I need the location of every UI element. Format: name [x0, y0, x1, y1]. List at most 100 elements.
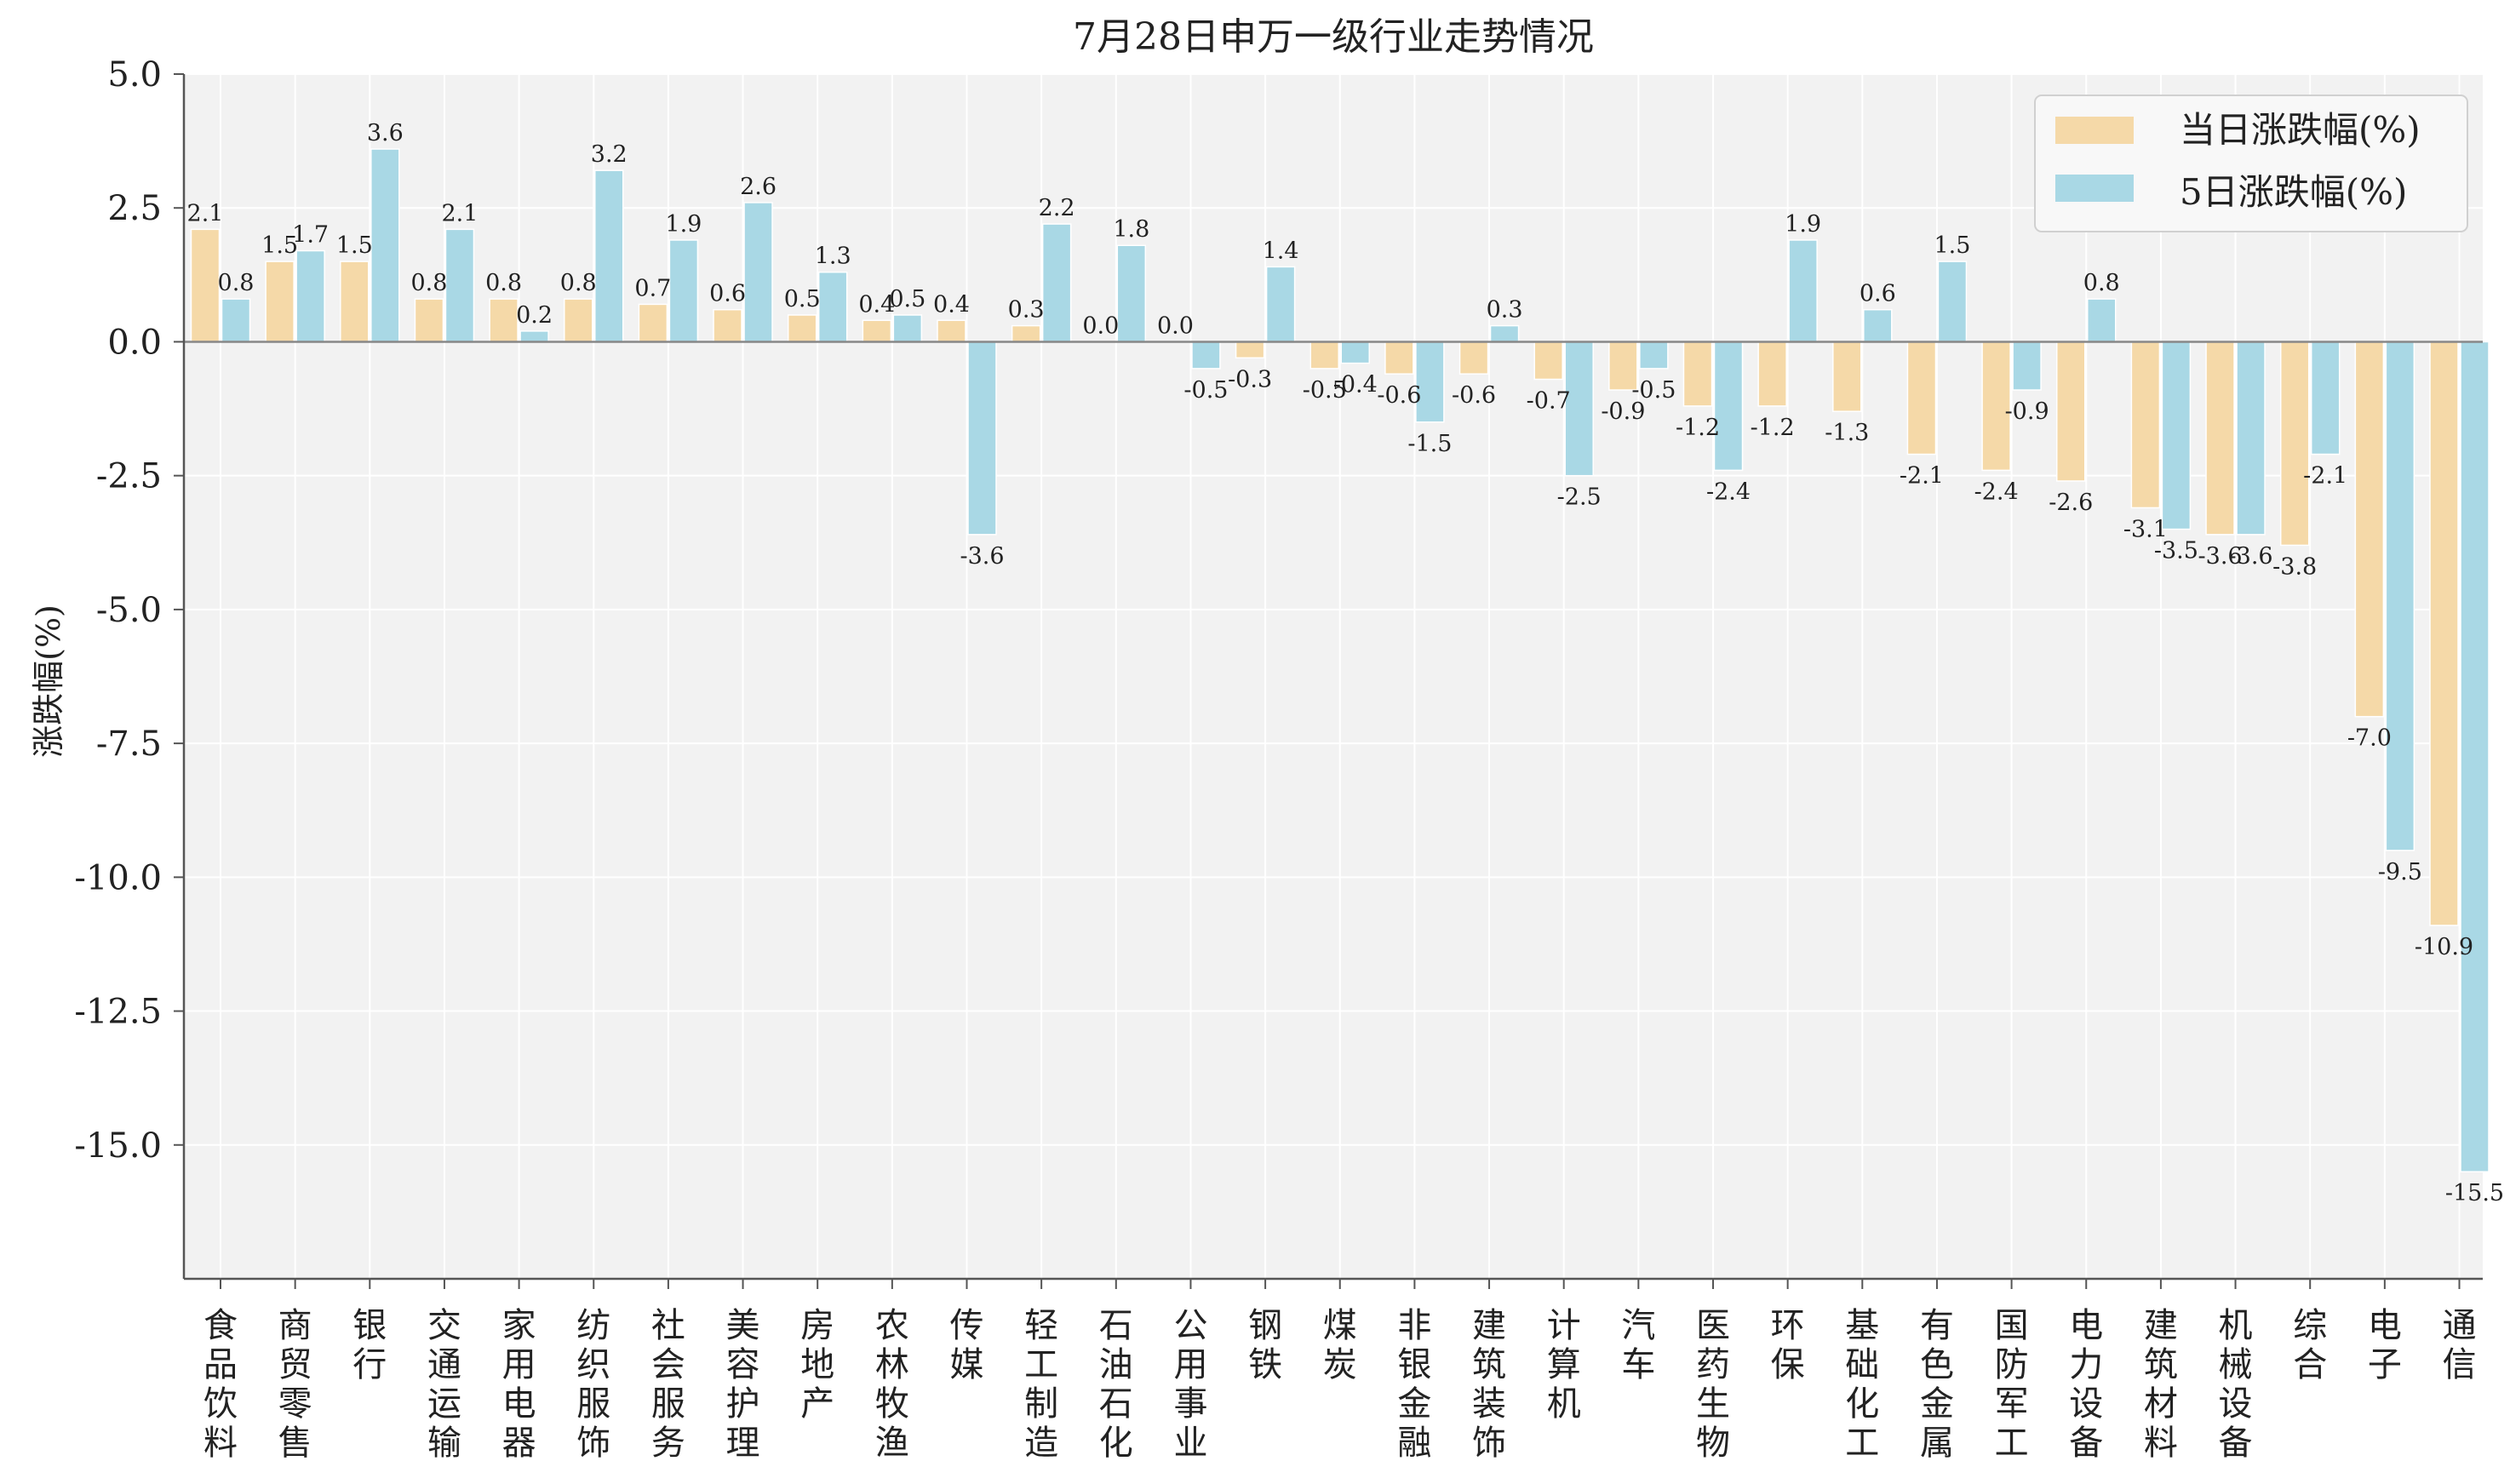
y-tick-label: -12.5 — [74, 993, 162, 1032]
bar-daily — [713, 308, 742, 343]
bar-daily — [1533, 341, 1563, 381]
data-label-five-day: 3.6 — [367, 120, 404, 146]
legend-swatch-daily — [2055, 117, 2134, 144]
data-label-daily: -7.0 — [2347, 725, 2392, 752]
x-tick-label: 料 — [2144, 1424, 2178, 1463]
x-tick-label: 牧 — [875, 1384, 909, 1424]
data-label-five-day: 1.3 — [815, 244, 851, 270]
x-tick-label: 房 — [800, 1306, 834, 1345]
x-tick-label: 服 — [576, 1384, 610, 1424]
x-tick-label: 纺 — [576, 1306, 610, 1345]
y-tick-label: 5.0 — [107, 55, 162, 95]
bars — [190, 148, 2490, 1172]
bar-five-day — [892, 314, 923, 343]
bar-five-day — [1489, 324, 1520, 343]
x-tick-label: 石 — [1099, 1306, 1133, 1345]
y-tick-label: -2.5 — [96, 457, 162, 496]
x-tick-label: 电 — [2368, 1306, 2402, 1345]
x-tick-label: 子 — [2368, 1345, 2402, 1384]
x-tick-label: 工 — [1024, 1345, 1058, 1384]
x-tick-label: 金 — [1397, 1384, 1431, 1424]
data-label-five-day: 2.6 — [740, 174, 776, 200]
bar-five-day — [1265, 266, 1296, 343]
bar-five-day — [2310, 341, 2341, 456]
x-tick-label: 售 — [278, 1424, 312, 1463]
data-label-daily: -0.3 — [1228, 366, 1272, 392]
plot-background — [184, 74, 2483, 1279]
bar-five-day — [1863, 308, 1893, 343]
bar-five-day — [1340, 341, 1370, 364]
x-tick-label: 械 — [2219, 1345, 2253, 1384]
data-label-five-day: -3.5 — [2154, 538, 2198, 564]
x-tick-label: 煤 — [1323, 1306, 1357, 1345]
bar-five-day — [519, 330, 549, 343]
bar-daily — [1608, 341, 1638, 391]
data-label-daily: 0.6 — [709, 281, 746, 307]
bar-daily — [2205, 341, 2235, 536]
bar-five-day — [2385, 341, 2415, 851]
bar-five-day — [221, 298, 251, 343]
data-label-five-day: -2.4 — [1706, 478, 1751, 505]
data-label-daily: -10.9 — [2415, 934, 2473, 960]
bar-daily — [1309, 341, 1339, 370]
data-label-daily: 0.8 — [410, 270, 447, 296]
x-tick-label: 银 — [352, 1306, 387, 1345]
x-tick-label: 渔 — [875, 1424, 909, 1463]
x-tick-label: 备 — [2069, 1424, 2103, 1463]
x-tick-label: 零 — [278, 1384, 312, 1424]
x-tick-label: 机 — [1547, 1384, 1581, 1424]
x-tick-label: 力 — [2069, 1345, 2103, 1384]
data-label-daily: -2.1 — [1900, 463, 1944, 490]
bar-five-day — [967, 341, 997, 536]
x-tick-label: 有 — [1920, 1306, 1954, 1345]
bar-daily — [2056, 341, 2086, 482]
bar-daily — [1981, 341, 2011, 472]
x-tick-label: 装 — [1472, 1384, 1506, 1424]
x-tick-label: 贸 — [278, 1345, 312, 1384]
x-tick-label: 备 — [2219, 1424, 2253, 1463]
x-tick-label: 药 — [1696, 1345, 1730, 1384]
bar-daily — [190, 228, 221, 343]
data-label-daily: -2.4 — [1974, 478, 2019, 505]
x-tick-label: 农 — [875, 1306, 909, 1345]
x-tick-label: 电 — [502, 1384, 536, 1424]
x-tick-label: 筑 — [1472, 1345, 1506, 1384]
bar-daily — [564, 298, 593, 343]
x-tick-label: 铁 — [1248, 1345, 1282, 1384]
y-tick-label: -7.5 — [96, 725, 162, 764]
bar-five-day — [2460, 341, 2490, 1172]
bar-five-day — [370, 148, 400, 343]
data-label-five-day: -9.5 — [2378, 859, 2422, 885]
data-label-five-day: 0.8 — [218, 270, 255, 296]
bar-daily — [1235, 341, 1265, 359]
x-tick-label: 行 — [352, 1345, 387, 1384]
x-tick-label: 饮 — [203, 1384, 238, 1424]
bar-daily — [414, 298, 444, 343]
x-tick-label: 料 — [203, 1424, 238, 1463]
data-label-daily: 1.5 — [261, 232, 298, 259]
data-label-daily: 2.1 — [187, 200, 224, 226]
x-tick-label: 家 — [502, 1306, 536, 1345]
x-tick-label: 机 — [2219, 1306, 2253, 1345]
x-tick-label: 化 — [1099, 1424, 1133, 1463]
data-label-five-day: 1.9 — [665, 211, 702, 238]
x-tick-label: 织 — [576, 1345, 610, 1384]
data-label-five-day: -15.5 — [2445, 1180, 2504, 1206]
x-tick-label: 轻 — [1024, 1306, 1058, 1345]
x-tick-label: 输 — [427, 1424, 461, 1463]
x-tick-label: 属 — [1920, 1424, 1954, 1463]
x-tick-label: 计 — [1547, 1306, 1581, 1345]
bar-five-day — [743, 202, 773, 343]
bar-five-day — [668, 239, 699, 343]
x-tick-label: 会 — [651, 1345, 685, 1384]
y-tick-label: -15.0 — [74, 1126, 162, 1166]
x-tick-label: 信 — [2443, 1345, 2477, 1384]
data-label-five-day: -3.6 — [2229, 543, 2273, 570]
data-label-five-day: -0.5 — [1183, 377, 1228, 404]
bar-five-day — [1713, 341, 1744, 472]
bar-five-day — [2012, 341, 2042, 391]
x-tick-label: 林 — [875, 1345, 909, 1384]
x-tick-label: 建 — [2144, 1306, 2178, 1345]
x-tick-label: 制 — [1024, 1384, 1058, 1424]
x-tick-label: 医 — [1696, 1306, 1730, 1345]
